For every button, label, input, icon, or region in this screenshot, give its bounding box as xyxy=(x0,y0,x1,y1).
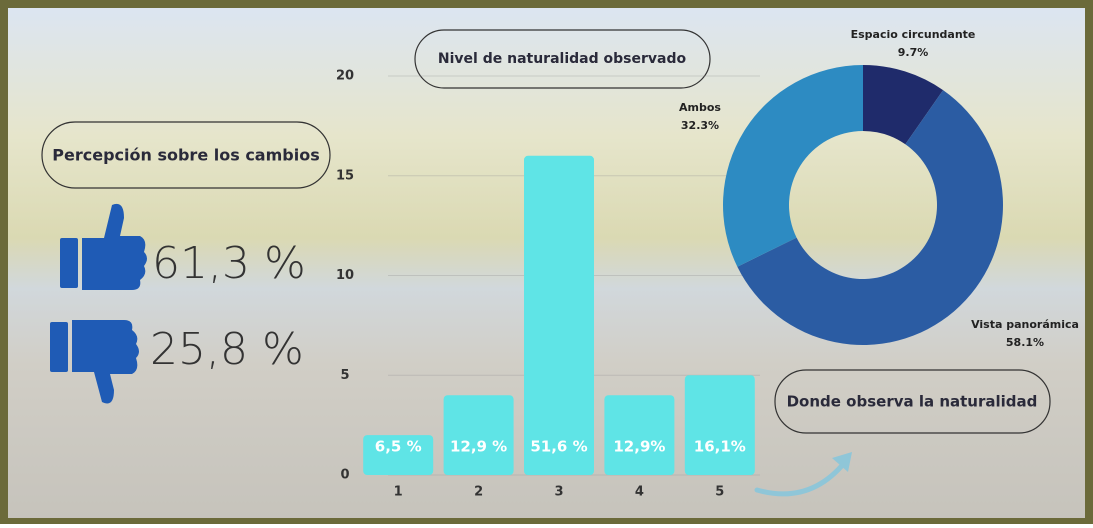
y-tick-label: 20 xyxy=(336,69,354,84)
bar xyxy=(604,395,674,475)
y-tick-label: 5 xyxy=(340,368,349,383)
y-tick-label: 10 xyxy=(336,268,354,283)
x-tick-label: 4 xyxy=(635,485,644,500)
perception-title: Percepción sobre los cambios xyxy=(52,146,319,165)
y-tick-label: 0 xyxy=(340,468,349,483)
value-label: 51,6 % xyxy=(530,438,587,456)
slice-label: Ambos xyxy=(679,101,721,114)
negative-value: 25,8 % xyxy=(150,324,304,375)
pie-chart-title: Donde observa la naturalidad xyxy=(787,393,1038,411)
slice-label: Vista panorámica xyxy=(971,318,1079,331)
slice-label: Espacio circundante xyxy=(851,28,976,41)
value-label: 12,9% xyxy=(613,438,665,456)
slice-value: 32.3% xyxy=(681,119,719,132)
bar-chart-title: Nivel de naturalidad observado xyxy=(438,51,687,67)
x-tick-label: 3 xyxy=(554,485,563,500)
y-tick-label: 15 xyxy=(336,168,354,183)
positive-value: 61,3 % xyxy=(152,238,306,289)
value-label: 12,9 % xyxy=(450,438,507,456)
bar xyxy=(685,375,755,475)
x-tick-label: 1 xyxy=(394,485,403,500)
x-tick-label: 5 xyxy=(715,485,724,500)
bar xyxy=(444,395,514,475)
slice-value: 58.1% xyxy=(1006,336,1044,349)
value-label: 16,1% xyxy=(694,438,746,456)
x-tick-label: 2 xyxy=(474,485,483,500)
value-label: 6,5 % xyxy=(375,438,422,456)
infographic: Percepción sobre los cambios 61,3 % 25,8… xyxy=(0,0,1093,524)
slice-value: 9.7% xyxy=(898,46,929,59)
bar xyxy=(524,156,594,475)
